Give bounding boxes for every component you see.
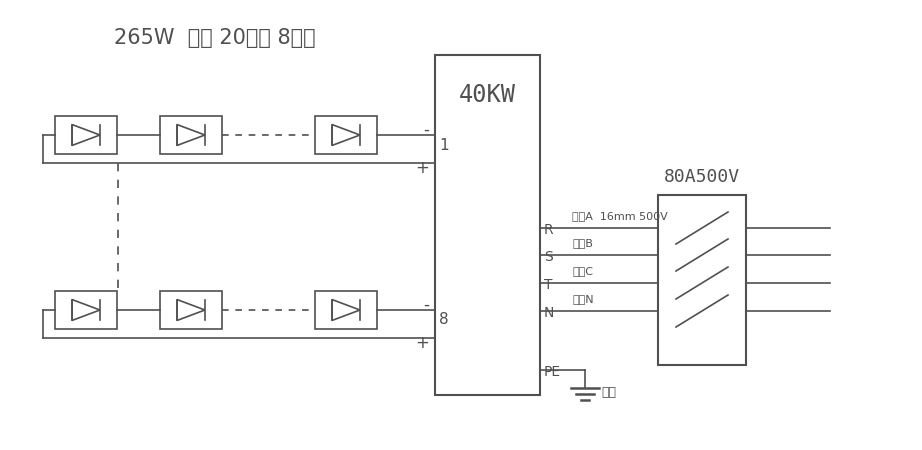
Text: PE: PE — [544, 365, 561, 379]
Polygon shape — [177, 125, 205, 145]
Polygon shape — [177, 300, 205, 320]
Polygon shape — [160, 291, 222, 329]
Polygon shape — [72, 125, 100, 145]
Text: -: - — [423, 121, 429, 139]
Polygon shape — [55, 291, 117, 329]
Text: 1: 1 — [439, 138, 449, 153]
Text: 相线B: 相线B — [572, 238, 593, 248]
Text: 265W  组件 20串联 8并联: 265W 组件 20串联 8并联 — [114, 28, 316, 48]
Text: -: - — [423, 296, 429, 314]
Polygon shape — [72, 300, 100, 320]
Polygon shape — [315, 116, 377, 154]
FancyBboxPatch shape — [658, 195, 746, 365]
Text: 80A500V: 80A500V — [664, 168, 740, 186]
Text: 相线C: 相线C — [572, 266, 593, 276]
Text: T: T — [544, 278, 552, 292]
Text: 零线N: 零线N — [572, 294, 594, 304]
Text: S: S — [544, 250, 553, 264]
Polygon shape — [55, 116, 117, 154]
Text: 相线A  16mm 500V: 相线A 16mm 500V — [572, 211, 668, 221]
Polygon shape — [315, 291, 377, 329]
Text: 40KW: 40KW — [459, 83, 516, 107]
Text: N: N — [544, 306, 554, 320]
Polygon shape — [332, 300, 360, 320]
Polygon shape — [332, 125, 360, 145]
Text: R: R — [544, 223, 553, 237]
Text: +: + — [415, 159, 429, 177]
Polygon shape — [160, 116, 222, 154]
Text: 地线: 地线 — [601, 386, 616, 399]
FancyBboxPatch shape — [435, 55, 540, 395]
Text: +: + — [415, 334, 429, 352]
Text: 8: 8 — [439, 312, 449, 328]
